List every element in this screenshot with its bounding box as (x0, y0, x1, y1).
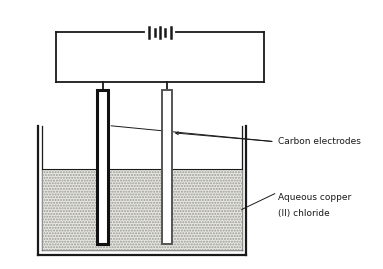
Bar (97, 90, 108, 244)
Bar (42, 169, 242, 250)
Text: (II) chloride: (II) chloride (278, 209, 330, 218)
Bar (162, 90, 172, 244)
Text: Carbon electrodes: Carbon electrodes (278, 137, 361, 146)
Text: Aqueous copper: Aqueous copper (278, 193, 352, 202)
